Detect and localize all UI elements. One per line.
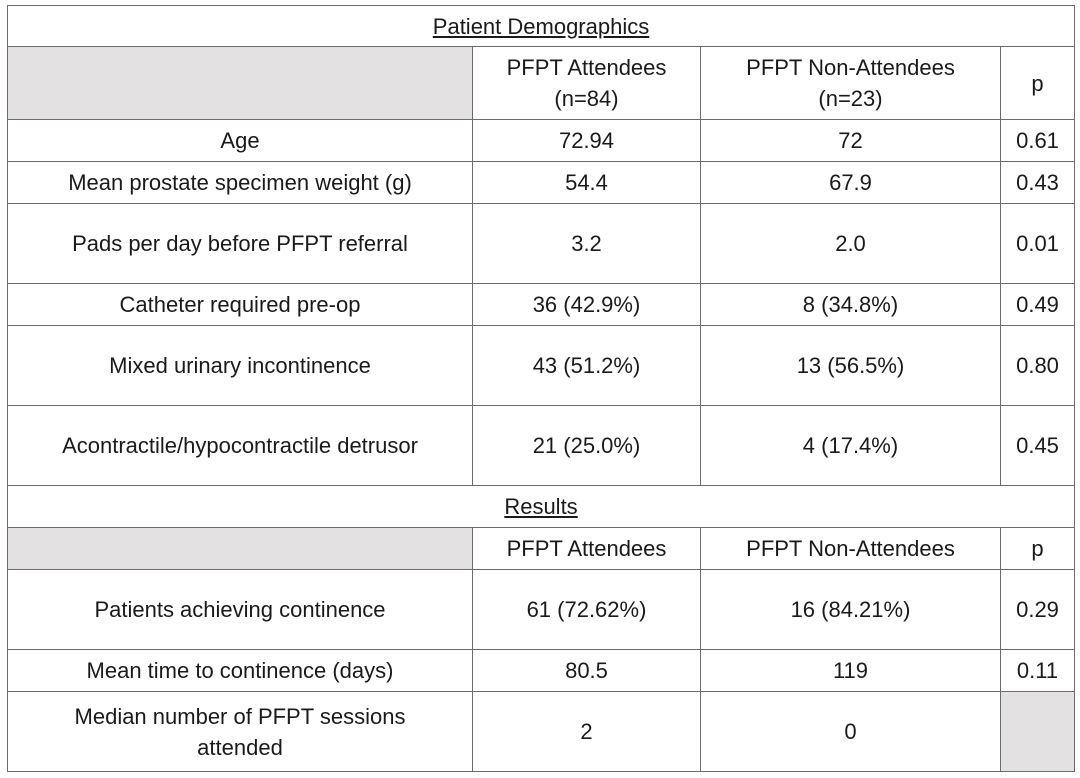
row-label: Patients achieving continence: [7, 569, 473, 650]
header-attendees-count: (n=84): [554, 86, 619, 111]
non-attendees-value: 2.0: [700, 203, 1001, 284]
non-attendees-value: 8 (34.8%): [700, 283, 1001, 326]
header-blank-cell: [7, 46, 473, 120]
row-label: Mixed urinary incontinence: [7, 325, 473, 406]
results-header-row: PFPT Attendees PFPT Non-Attendees p: [7, 527, 1076, 570]
table-row: Acontractile/hypocontractile detrusor 21…: [7, 405, 1076, 486]
results-title: Results: [6, 485, 1076, 528]
row-label: Catheter required pre-op: [7, 283, 473, 326]
table-row: Mean time to continence (days) 80.5 119 …: [7, 649, 1076, 692]
table-row: Patients achieving continence 61 (72.62%…: [7, 569, 1076, 650]
header-non-attendees-count: (n=23): [818, 86, 883, 111]
attendees-value: 2: [472, 691, 701, 772]
p-value-empty: [999, 691, 1076, 772]
table-row: Catheter required pre-op 36 (42.9%) 8 (3…: [7, 283, 1076, 326]
header-non-attendees: PFPT Non-Attendees: [700, 527, 1001, 570]
header-p: p: [999, 527, 1076, 570]
demographics-title-row: Patient Demographics: [6, 5, 1076, 47]
row-label: Mean prostate specimen weight (g): [7, 161, 473, 204]
p-value: 0.45: [999, 405, 1076, 486]
attendees-value: 54.4: [472, 161, 701, 204]
header-attendees-label: PFPT Attendees: [506, 55, 667, 80]
row-label: Acontractile/hypocontractile detrusor: [7, 405, 473, 486]
non-attendees-value: 0: [700, 691, 1001, 772]
attendees-value: 72.94: [472, 119, 701, 162]
attendees-value: 21 (25.0%): [472, 405, 701, 486]
row-label-line1: Median number of PFPT sessions: [74, 703, 406, 729]
non-attendees-value: 4 (17.4%): [700, 405, 1001, 486]
results-title-row: Results: [6, 485, 1076, 528]
row-label: Pads per day before PFPT referral: [7, 203, 473, 284]
demographics-header-row: PFPT Attendees (n=84) PFPT Non-Attendees…: [7, 46, 1076, 120]
p-value: 0.49: [999, 283, 1076, 326]
table-row: Age 72.94 72 0.61: [7, 119, 1076, 162]
non-attendees-value: 67.9: [700, 161, 1001, 204]
p-value: 0.11: [999, 649, 1076, 692]
attendees-value: 43 (51.2%): [472, 325, 701, 406]
non-attendees-value: 16 (84.21%): [700, 569, 1001, 650]
table-row: Mean prostate specimen weight (g) 54.4 6…: [7, 161, 1076, 204]
non-attendees-value: 119: [700, 649, 1001, 692]
p-value: 0.80: [999, 325, 1076, 406]
row-label: Median number of PFPT sessions attended: [7, 691, 473, 772]
table-row: Median number of PFPT sessions attended …: [7, 691, 1076, 772]
header-attendees: PFPT Attendees (n=84): [472, 46, 701, 120]
attendees-value: 3.2: [472, 203, 701, 284]
results-table: Patient Demographics PFPT Attendees (n=8…: [6, 5, 1076, 772]
attendees-value: 61 (72.62%): [472, 569, 701, 650]
demographics-title: Patient Demographics: [6, 5, 1076, 47]
attendees-value: 36 (42.9%): [472, 283, 701, 326]
header-blank-cell: [7, 527, 473, 570]
attendees-value: 80.5: [472, 649, 701, 692]
table-row: Pads per day before PFPT referral 3.2 2.…: [7, 203, 1076, 284]
header-p: p: [999, 46, 1076, 120]
p-value: 0.29: [999, 569, 1076, 650]
non-attendees-value: 13 (56.5%): [700, 325, 1001, 406]
row-label: Age: [7, 119, 473, 162]
header-attendees: PFPT Attendees: [472, 527, 701, 570]
p-value: 0.61: [999, 119, 1076, 162]
non-attendees-value: 72: [700, 119, 1001, 162]
row-label-line2: attended: [197, 734, 283, 760]
header-non-attendees-label: PFPT Non-Attendees: [746, 55, 955, 80]
header-non-attendees: PFPT Non-Attendees (n=23): [700, 46, 1001, 120]
p-value: 0.43: [999, 161, 1076, 204]
p-value: 0.01: [999, 203, 1076, 284]
row-label: Mean time to continence (days): [7, 649, 473, 692]
table-row: Mixed urinary incontinence 43 (51.2%) 13…: [7, 325, 1076, 406]
